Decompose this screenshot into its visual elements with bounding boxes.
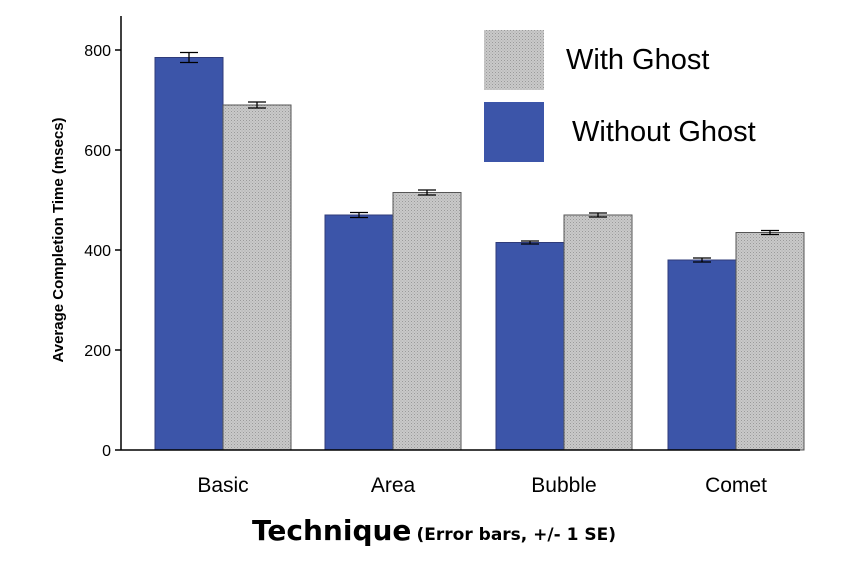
error-bars-layer xyxy=(180,51,779,263)
legend-swatch-with-ghost xyxy=(484,30,544,90)
x-tick-label: Comet xyxy=(705,474,767,497)
bar-without-ghost-bubble xyxy=(495,242,565,451)
bar-with-ghost-basic xyxy=(222,104,292,451)
x-tick-label: Bubble xyxy=(531,474,596,497)
y-axis-label: Average Completion Time (msecs) xyxy=(50,117,67,362)
y-ticks: 0 200 400 600 800 xyxy=(84,43,121,460)
y-tick-label: 800 xyxy=(84,43,111,60)
y-tick-label: 600 xyxy=(84,143,111,160)
legend: With Ghost Without Ghost xyxy=(484,30,756,162)
y-tick-label: 400 xyxy=(84,243,111,260)
x-tick-label: Area xyxy=(371,474,416,497)
y-tick-label: 0 xyxy=(102,443,111,460)
bar-without-ghost-comet xyxy=(667,259,737,451)
legend-label-without-ghost: Without Ghost xyxy=(572,116,756,148)
x-axis-label: Technique xyxy=(252,514,412,547)
bar-without-ghost-area xyxy=(324,214,394,451)
bar-with-ghost-bubble xyxy=(563,214,633,451)
x-axis-title: Technique (Error bars, +/- 1 SE) xyxy=(0,514,868,547)
x-ticks: Basic Area Bubble Comet xyxy=(197,474,767,497)
x-tick-label: Basic xyxy=(197,474,248,497)
bar-with-ghost-area xyxy=(392,192,462,451)
legend-label-with-ghost: With Ghost xyxy=(566,44,709,76)
legend-swatch-without-ghost xyxy=(484,102,544,162)
x-axis-note: (Error bars, +/- 1 SE) xyxy=(416,525,616,545)
bars-layer xyxy=(154,57,805,451)
bar-without-ghost-basic xyxy=(154,57,224,451)
y-tick-label: 200 xyxy=(84,343,111,360)
bar-with-ghost-comet xyxy=(735,232,805,451)
